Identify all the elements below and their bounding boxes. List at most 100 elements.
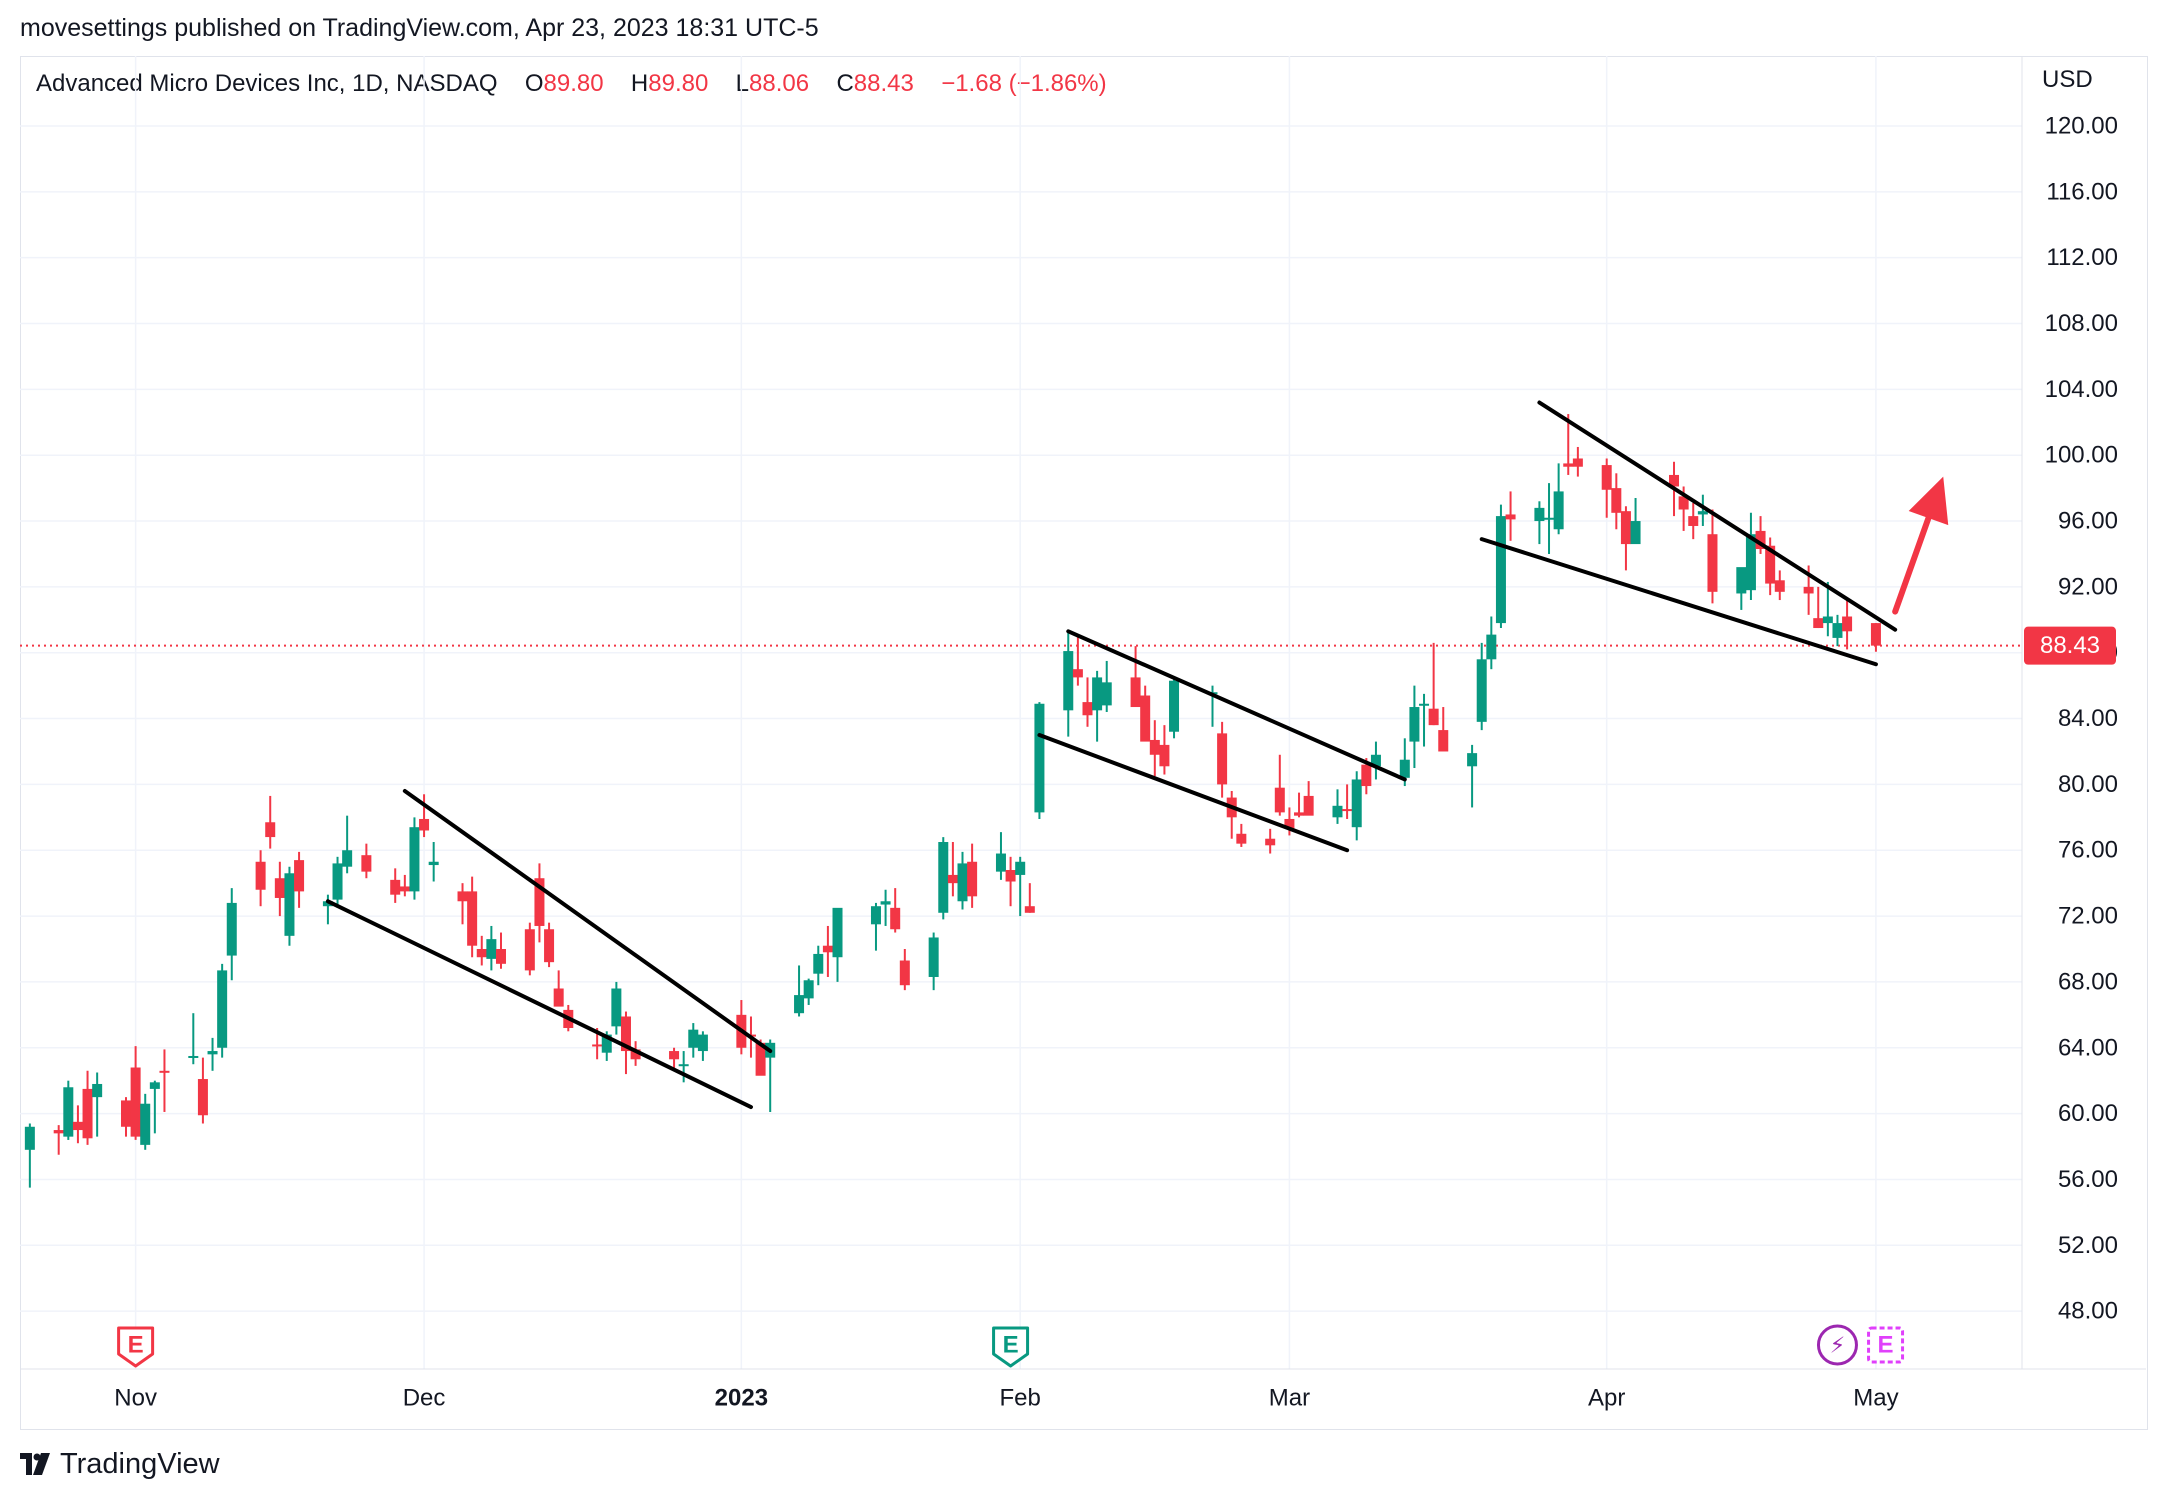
upcoming-earnings-marker[interactable]: E xyxy=(1867,1326,1905,1364)
candle-body xyxy=(678,1064,689,1067)
candle-body xyxy=(1169,680,1180,732)
candle-body xyxy=(813,953,824,974)
earnings-marker[interactable]: E xyxy=(992,1326,1030,1368)
tradingview-brand[interactable]: TradingView xyxy=(20,1446,220,1482)
candle xyxy=(255,850,266,907)
candle xyxy=(1140,685,1151,742)
open-value: 89.80 xyxy=(543,70,604,97)
candle xyxy=(1130,646,1141,708)
open-label: O xyxy=(524,70,544,97)
upcoming-earnings-letter: E xyxy=(1878,1332,1894,1359)
trendline xyxy=(325,899,753,1110)
candle-body xyxy=(1351,779,1362,828)
candle-body xyxy=(1140,695,1151,742)
candle xyxy=(390,868,401,903)
price-tick-label: 52.00 xyxy=(2058,1232,2118,1259)
candle-body xyxy=(361,855,372,872)
candle xyxy=(1101,660,1112,712)
arrow-head xyxy=(1908,476,1949,526)
earnings-marker[interactable]: E xyxy=(117,1326,155,1368)
candle xyxy=(1351,771,1362,841)
price-tick-label: 68.00 xyxy=(2058,968,2118,995)
candle-body xyxy=(592,1044,603,1047)
candle-body xyxy=(495,949,506,964)
price-tick-label: 72.00 xyxy=(2058,903,2118,930)
candle-body xyxy=(1399,759,1410,778)
price-axis[interactable]: 48.00 52.00 56.00 60.00 64.00 68.00 72.00 76.00… xyxy=(2045,113,2118,1325)
candle xyxy=(1303,781,1314,816)
candle xyxy=(1745,512,1756,601)
candle-body xyxy=(880,901,891,905)
time-tick-label: May xyxy=(1853,1385,1898,1412)
candle xyxy=(1063,632,1074,737)
price-tick-label: 80.00 xyxy=(2058,771,2118,798)
trendline xyxy=(1479,537,1878,667)
price-tick-label: 120.00 xyxy=(2045,113,2118,140)
event-markers[interactable]: E E ⚡ E xyxy=(117,1324,1905,1368)
candle-body xyxy=(1745,534,1756,591)
candle xyxy=(1294,792,1305,818)
candle-body xyxy=(1342,809,1353,812)
candle xyxy=(1505,491,1516,541)
candle-body xyxy=(1130,677,1141,708)
candle-body xyxy=(1774,580,1785,592)
candle xyxy=(409,817,420,900)
candle xyxy=(159,1049,170,1112)
candle xyxy=(1544,483,1555,554)
candle-body xyxy=(265,822,276,838)
candle xyxy=(1630,497,1641,545)
candle xyxy=(265,795,276,849)
candle-body xyxy=(1467,753,1478,767)
candle-body xyxy=(294,860,305,892)
candle xyxy=(1034,702,1045,819)
low-value: 88.06 xyxy=(749,70,810,97)
candle xyxy=(620,1011,631,1075)
candle-body xyxy=(1294,812,1305,816)
last-price-badge: 88.43 xyxy=(2024,626,2116,665)
candle xyxy=(1265,828,1276,854)
price-tick-label: 60.00 xyxy=(2058,1100,2118,1127)
last-price-value: 88.43 xyxy=(2040,632,2100,659)
time-tick-label: Feb xyxy=(1000,1385,1041,1412)
candle-body xyxy=(140,1103,151,1145)
candle xyxy=(544,922,555,968)
dividend-marker[interactable]: ⚡ xyxy=(1816,1324,1858,1366)
candle-body xyxy=(1572,458,1583,467)
candle xyxy=(1082,677,1093,727)
candle xyxy=(822,925,833,977)
currency-label[interactable]: USD xyxy=(2042,66,2093,93)
candle-body xyxy=(1832,623,1843,638)
candle-body xyxy=(1813,618,1824,629)
candle-body xyxy=(1265,838,1276,846)
candle-body xyxy=(130,1067,141,1137)
time-tick-label: 2023 xyxy=(715,1385,768,1412)
candle-body xyxy=(399,886,410,892)
candle-body xyxy=(92,1083,103,1098)
symbol-name[interactable]: Advanced Micro Devices Inc, 1D, NASDAQ xyxy=(36,70,498,97)
candle xyxy=(1024,883,1035,913)
candle-body xyxy=(1149,739,1160,755)
candle xyxy=(1092,670,1103,742)
price-tick-label: 76.00 xyxy=(2058,837,2118,864)
candle-body xyxy=(1553,491,1564,530)
candle xyxy=(1438,707,1449,752)
candle xyxy=(832,907,843,982)
candle xyxy=(678,1051,689,1083)
time-tick-label: Nov xyxy=(114,1385,157,1412)
last-price-badge-bg xyxy=(2024,626,2116,665)
candle xyxy=(967,843,978,908)
trendline xyxy=(1066,629,1407,782)
candle xyxy=(1332,789,1343,824)
time-axis[interactable]: Nov Dec 2023 Feb Mar Apr May xyxy=(114,1385,1898,1412)
candle-body xyxy=(284,873,295,936)
candle xyxy=(332,856,343,908)
candle xyxy=(1236,823,1247,847)
candle xyxy=(63,1080,74,1140)
candle xyxy=(1736,567,1747,610)
candle-body xyxy=(755,1042,766,1076)
candle-body xyxy=(601,1034,612,1053)
trendline xyxy=(1537,400,1898,632)
candle xyxy=(149,1080,160,1134)
candle xyxy=(957,851,968,910)
